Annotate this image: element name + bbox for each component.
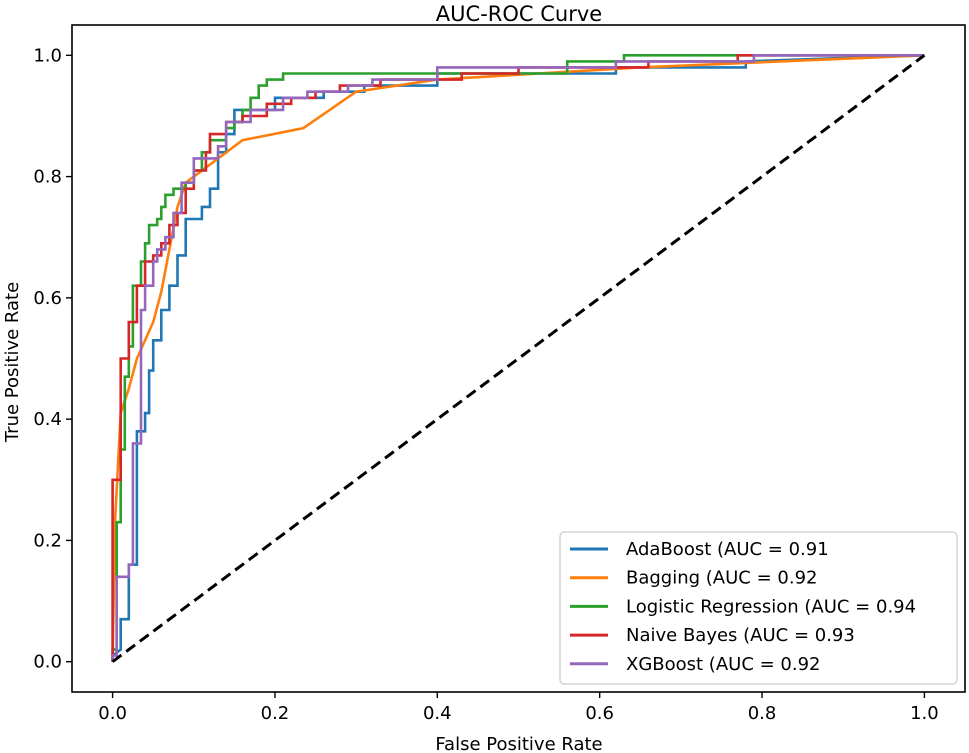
chart-title: AUC-ROC Curve bbox=[436, 2, 602, 26]
x-tick-label: 0.2 bbox=[261, 703, 290, 724]
roc-line-bagging bbox=[111, 54, 925, 662]
legend: AdaBoost (AUC = 0.91 Bagging (AUC = 0.92 L… bbox=[559, 531, 958, 685]
x-tick-label: 0.0 bbox=[98, 703, 127, 724]
y-tick-label: 0.2 bbox=[33, 530, 62, 551]
roc-line-xgboost bbox=[111, 54, 925, 662]
legend-box bbox=[559, 531, 958, 685]
x-axis-label: False Positive Rate bbox=[435, 734, 602, 753]
legend-label: Bagging (AUC = 0.92 bbox=[626, 568, 817, 589]
legend-label: AdaBoost (AUC = 0.91 bbox=[626, 539, 829, 560]
roc-line-adaboost bbox=[111, 54, 925, 662]
plot-area bbox=[111, 54, 926, 663]
y-axis-label: True Positive Rate bbox=[2, 282, 23, 443]
x-tick-label: 0.8 bbox=[748, 703, 777, 724]
y-tick-label: 0.6 bbox=[33, 288, 62, 309]
axis-ticks: 0.0 0.2 0.4 0.6 0.8 1.0 0.0 0.2 0.4 0.6 0.8 1.0 bbox=[33, 45, 938, 724]
x-tick-label: 1.0 bbox=[910, 703, 939, 724]
y-tick-label: 0.8 bbox=[33, 167, 62, 188]
x-tick-label: 0.6 bbox=[585, 703, 614, 724]
legend-label: Naive Bayes (AUC = 0.93 bbox=[626, 625, 855, 646]
y-tick-label: 0.0 bbox=[33, 652, 62, 673]
y-tick-label: 1.0 bbox=[33, 45, 62, 66]
legend-label: Logistic Regression (AUC = 0.94 bbox=[626, 596, 916, 617]
y-tick-label: 0.4 bbox=[33, 409, 62, 430]
legend-label: XGBoost (AUC = 0.92 bbox=[626, 654, 821, 675]
x-tick-label: 0.4 bbox=[423, 703, 452, 724]
plot-frame bbox=[71, 24, 966, 693]
